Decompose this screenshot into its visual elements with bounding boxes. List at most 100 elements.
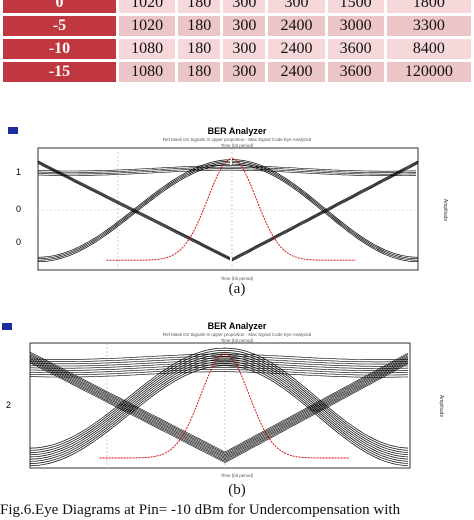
eye-trace — [30, 364, 409, 371]
table-cell: 2400 — [268, 16, 325, 36]
table-cell: 3000 — [327, 16, 384, 36]
table-cell: 180 — [178, 16, 221, 36]
eye-trace — [224, 356, 409, 457]
table-row: -15 1080 180 300 2400 3600 120000 — [3, 62, 471, 82]
row-header-cell: -10 — [3, 39, 116, 59]
eye-trace — [224, 355, 409, 455]
eye-trace — [37, 161, 231, 259]
table-cell: 300 — [223, 0, 266, 13]
bottom-axis-label-a: Time (bit period) — [221, 276, 254, 281]
table-cell: 3600 — [327, 62, 384, 82]
table-cell: 180 — [178, 62, 221, 82]
eye-trace — [106, 158, 356, 261]
eye-trace — [29, 353, 226, 454]
table-cell: 1080 — [119, 62, 176, 82]
caption-a: (a) — [228, 281, 246, 297]
analyzer-subtitle-a: Ref Mask On Signals In upper proportion … — [163, 137, 312, 142]
svg-text:0: 0 — [16, 237, 21, 247]
table-cell: 300 — [223, 16, 266, 36]
eye-trace — [29, 357, 226, 458]
eye-trace — [224, 362, 409, 462]
analyzer-title-a: BER Analyzer — [208, 126, 267, 136]
eye-trace — [37, 168, 417, 175]
eye-trace — [38, 162, 231, 261]
table-cell: 1080 — [119, 39, 176, 59]
eye-trace — [224, 352, 409, 453]
right-axis-label-b: Amplitude — [438, 395, 444, 417]
eye-trace — [37, 163, 231, 261]
analyzer-title-b: BER Analyzer — [208, 321, 267, 331]
eye-trace — [30, 353, 409, 360]
eye-trace — [29, 362, 226, 463]
eye-trace — [30, 362, 409, 369]
table-cell: 180 — [178, 39, 221, 59]
table-row: -10 1080 180 300 2400 3600 8400 — [3, 39, 471, 59]
eye-trace — [29, 365, 226, 467]
table-cell: 1020 — [119, 16, 176, 36]
eye-trace — [224, 360, 409, 461]
caption-b: (b) — [228, 482, 246, 498]
app-icon-b — [2, 323, 12, 330]
eye-trace — [231, 162, 419, 261]
table-cell: 8400 — [386, 39, 471, 59]
eye-trace — [29, 358, 226, 459]
eye-trace — [29, 363, 226, 464]
eye-trace — [231, 163, 418, 263]
eye-trace — [224, 349, 409, 451]
eye-trace — [29, 361, 226, 462]
eye-trace — [30, 371, 409, 378]
table-cell: 300 — [223, 39, 266, 59]
table-row: 0 1020 180 300 300 1500 1800 — [3, 0, 471, 13]
svg-text:2: 2 — [6, 400, 11, 410]
app-icon-a — [8, 127, 18, 134]
eye-trace — [224, 347, 409, 449]
analyzer-subtitle-b: Ref Mask On Signals In upper proportion … — [163, 332, 312, 337]
eye-diagram-a: BER Analyzer Ref Mask On Signals In uppe… — [0, 120, 474, 290]
row-header-cell: -15 — [3, 62, 116, 82]
plot-frame-b — [29, 342, 411, 469]
table-cell: 180 — [178, 0, 221, 13]
table-cell: 300 — [223, 62, 266, 82]
table-cell: 120000 — [386, 62, 471, 82]
eye-trace — [37, 169, 417, 176]
table-cell: 3300 — [386, 16, 471, 36]
plot-frame-a — [37, 147, 419, 271]
eye-trace — [38, 163, 231, 263]
eye-trace — [37, 166, 417, 173]
table-cell: 300 — [268, 0, 325, 13]
eye-trace — [224, 359, 409, 459]
eye-trace — [30, 358, 409, 365]
table-cell: 1020 — [119, 0, 176, 13]
row-header-cell: -5 — [3, 16, 116, 36]
svg-text:1: 1 — [16, 167, 21, 177]
table-cell: 1800 — [386, 0, 471, 13]
eye-trace — [30, 360, 409, 367]
eye-trace — [30, 369, 409, 376]
eye-trace — [38, 159, 231, 258]
top-axis-label-b: Time (bit period) — [221, 338, 254, 343]
eye-trace — [37, 160, 231, 258]
eye-trace — [231, 161, 419, 260]
eye-trace — [37, 162, 231, 260]
eye-traces-a — [37, 158, 419, 263]
eye-trace — [30, 367, 409, 374]
figure-caption: Fig.6.Eye Diagrams at Pin= -10 dBm for U… — [0, 502, 401, 518]
bottom-axis-label-b: Time (bit period) — [221, 473, 254, 478]
row-header-cell: 0 — [3, 0, 116, 13]
table-cell: 1500 — [327, 0, 384, 13]
right-axis-label-a: Amplitude — [442, 199, 448, 221]
eye-trace — [29, 359, 226, 461]
table-cell: 3600 — [327, 39, 384, 59]
table-cell: 2400 — [268, 39, 325, 59]
eye-traces-b — [29, 347, 409, 467]
table-cell: 2400 — [268, 62, 325, 82]
results-table: 0 1020 180 300 300 1500 1800 -5 1020 180 300 2400 30… — [0, 0, 474, 85]
eye-trace — [37, 165, 417, 172]
eye-trace — [99, 353, 349, 459]
svg-text:0: 0 — [16, 204, 21, 214]
eye-trace — [29, 351, 226, 453]
eye-trace — [30, 356, 409, 363]
eye-trace — [224, 363, 409, 463]
eye-trace — [231, 163, 419, 262]
eye-diagram-b: BER Analyzer Ref Mask On Signals In uppe… — [0, 316, 474, 484]
